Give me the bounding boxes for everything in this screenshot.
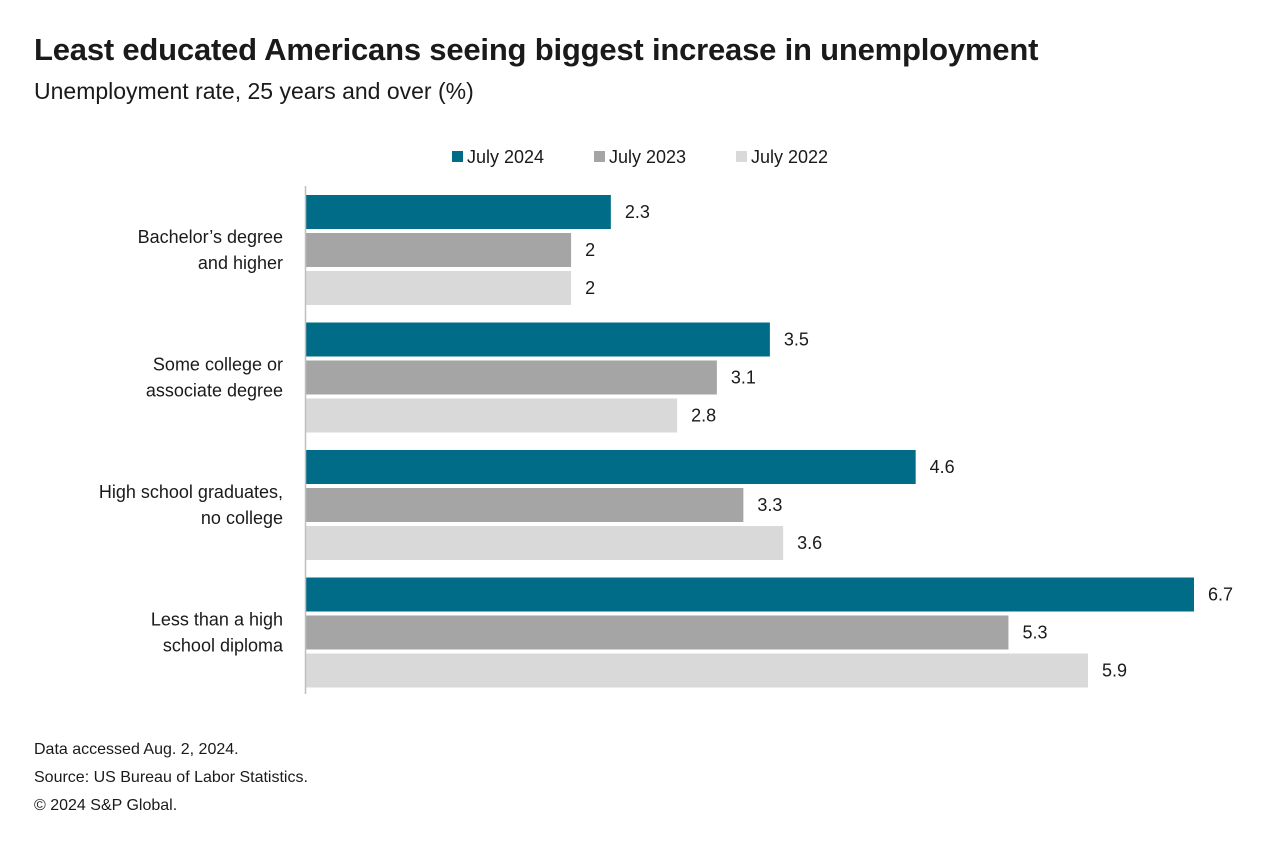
- bar-july-2024-2: [306, 322, 770, 357]
- bar-july-2022-3: [306, 526, 784, 560]
- category-label: no college: [201, 508, 283, 528]
- data-label: 6.7: [1208, 585, 1233, 605]
- category-label: and higher: [198, 253, 283, 273]
- bar-july-2023-2: [306, 360, 717, 395]
- data-label: 4.6: [930, 457, 955, 477]
- data-label: 3.5: [784, 330, 809, 350]
- legend-swatch-july-2022: [736, 151, 747, 162]
- category-label: Some college or: [153, 355, 283, 375]
- copyright-note: © 2024 S&P Global.: [34, 797, 178, 814]
- legend-swatch-july-2023: [594, 151, 605, 162]
- data-label: 3.3: [757, 495, 782, 515]
- bar-july-2024-3: [306, 450, 916, 484]
- bar-july-2023-4: [306, 615, 1009, 650]
- data-accessed-note: Data accessed Aug. 2, 2024.: [34, 741, 239, 758]
- chart-subtitle: Unemployment rate, 25 years and over (%): [34, 78, 474, 104]
- category-label: associate degree: [146, 381, 283, 401]
- legend-swatch-july-2024: [452, 151, 463, 162]
- bar-july-2024-1: [306, 195, 611, 229]
- data-label: 3.6: [797, 533, 822, 553]
- data-label: 2.3: [625, 202, 650, 222]
- data-label: 2: [585, 240, 595, 260]
- category-labels: Bachelor’s degree and higher Some college …: [99, 227, 284, 656]
- bar-chart: July 2024 July 2023 July 2022 2.3223.53.12…: [99, 147, 1233, 694]
- bars-group: 2.3 2 2 3.5 3.1 2.8 4.6 3.3 3.6 6.7 5.3 5.9: [306, 195, 1233, 688]
- legend: July 2024 July 2023 July 2022: [452, 147, 828, 167]
- source-note: Source: US Bureau of Labor Statistics.: [34, 769, 308, 786]
- data-label: 2.8: [691, 406, 716, 426]
- data-label: 3.1: [731, 368, 756, 388]
- bar-july-2023-3: [306, 488, 744, 522]
- bar-july-2023-1: [306, 233, 572, 267]
- bar-july-2022-4: [306, 653, 1088, 688]
- bar-july-2022-2: [306, 398, 678, 433]
- category-label: Bachelor’s degree: [138, 227, 283, 247]
- bar-july-2022-1: [306, 271, 572, 305]
- category-label: High school graduates,: [99, 482, 283, 502]
- legend-label: July 2024: [467, 147, 544, 167]
- data-label: 2: [585, 278, 595, 298]
- data-label: 5.3: [1022, 623, 1047, 643]
- chart-title: Least educated Americans seeing biggest …: [34, 32, 1039, 67]
- category-label: school diploma: [163, 636, 284, 656]
- bar-july-2024-4: [306, 577, 1194, 612]
- data-label: 5.9: [1102, 661, 1127, 681]
- footnotes: Data accessed Aug. 2, 2024. Source: US B…: [34, 736, 308, 820]
- legend-label: July 2022: [751, 147, 828, 167]
- legend-label: July 2023: [609, 147, 686, 167]
- category-label: Less than a high: [151, 610, 283, 630]
